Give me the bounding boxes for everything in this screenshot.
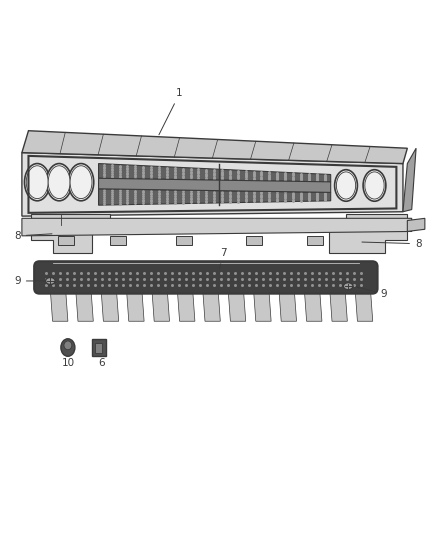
Bar — [95, 343, 102, 353]
Text: 6: 6 — [98, 358, 105, 368]
Polygon shape — [127, 290, 144, 321]
Ellipse shape — [363, 169, 386, 201]
Ellipse shape — [46, 278, 55, 285]
Ellipse shape — [61, 339, 75, 356]
Polygon shape — [407, 219, 425, 231]
Polygon shape — [328, 214, 407, 253]
Text: 8: 8 — [362, 239, 422, 249]
Polygon shape — [330, 290, 347, 321]
Ellipse shape — [365, 172, 384, 199]
Polygon shape — [99, 178, 331, 192]
Text: 7: 7 — [220, 248, 227, 268]
Ellipse shape — [25, 164, 50, 201]
Polygon shape — [76, 290, 93, 321]
Ellipse shape — [26, 166, 48, 199]
Polygon shape — [22, 219, 412, 236]
Polygon shape — [99, 189, 331, 205]
Text: 9: 9 — [356, 287, 387, 298]
Polygon shape — [152, 290, 170, 321]
Bar — [92, 339, 106, 356]
Polygon shape — [176, 236, 192, 246]
Ellipse shape — [343, 282, 353, 290]
Polygon shape — [228, 290, 246, 321]
Ellipse shape — [336, 172, 356, 199]
Ellipse shape — [335, 169, 357, 201]
Polygon shape — [254, 290, 271, 321]
Polygon shape — [99, 164, 331, 182]
Polygon shape — [31, 214, 110, 253]
Polygon shape — [246, 236, 262, 246]
Polygon shape — [58, 236, 74, 246]
Polygon shape — [177, 290, 195, 321]
Polygon shape — [279, 290, 297, 321]
Text: 8: 8 — [14, 231, 52, 241]
Polygon shape — [355, 290, 373, 321]
Polygon shape — [203, 290, 220, 321]
Ellipse shape — [64, 341, 72, 350]
Text: 9: 9 — [14, 276, 46, 286]
Polygon shape — [110, 236, 126, 246]
Polygon shape — [22, 152, 403, 216]
Polygon shape — [307, 236, 323, 246]
Text: 10: 10 — [61, 358, 74, 368]
Ellipse shape — [46, 164, 72, 201]
FancyBboxPatch shape — [34, 261, 378, 294]
Polygon shape — [50, 290, 68, 321]
Ellipse shape — [68, 164, 94, 201]
Polygon shape — [403, 148, 416, 212]
Polygon shape — [22, 131, 407, 164]
Ellipse shape — [48, 166, 70, 199]
Polygon shape — [101, 290, 119, 321]
Ellipse shape — [70, 166, 92, 199]
Text: 1: 1 — [159, 88, 183, 135]
Polygon shape — [304, 290, 322, 321]
